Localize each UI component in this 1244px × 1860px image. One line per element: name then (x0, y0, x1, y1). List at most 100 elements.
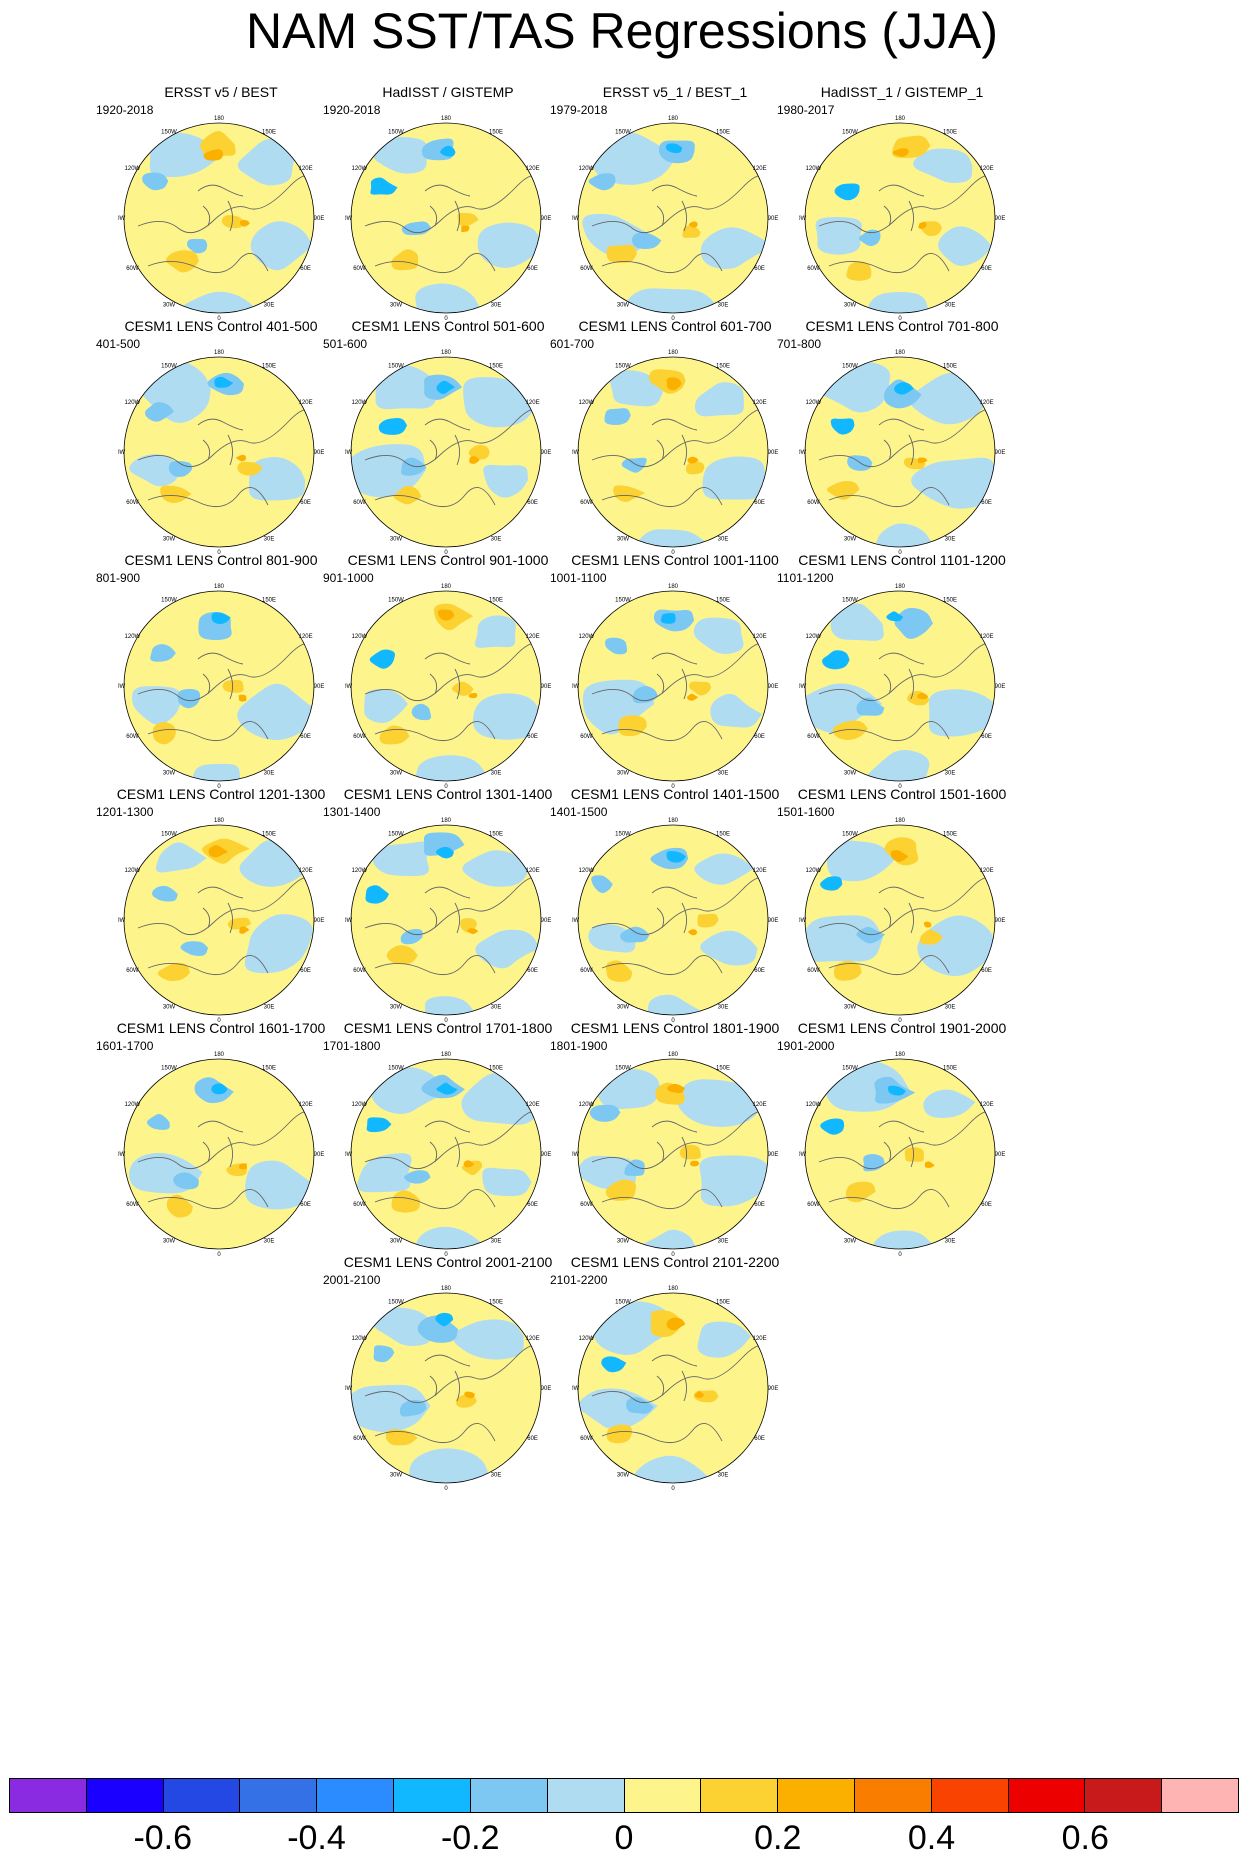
longitude-label: 90W (572, 918, 580, 924)
map-border (123, 122, 315, 314)
anomaly-contour (237, 683, 314, 740)
longitude-label: 180 (214, 818, 225, 824)
longitude-label: 90W (345, 1386, 353, 1392)
longitude-label: 30E (491, 303, 502, 309)
longitude-label: 60E (527, 500, 538, 506)
longitude-label: 180 (214, 116, 225, 122)
longitude-label: 60E (754, 266, 765, 272)
longitude-label: 180 (214, 1052, 225, 1058)
map-panel: CESM1 LENS Control 1601-1700 1601-1700 180… (86, 1020, 356, 1298)
longitude-label: 150E (943, 363, 957, 369)
anomaly-contour (845, 1181, 876, 1203)
longitude-label: 150E (716, 1065, 730, 1071)
panel-period: 1501-1600 (777, 805, 835, 819)
longitude-label: 60W (353, 266, 366, 272)
panel-period: 1980-2017 (777, 103, 835, 117)
anomaly-contour (357, 1153, 412, 1193)
anomaly-contour (244, 914, 313, 974)
longitude-label: 120E (526, 166, 540, 172)
anomaly-contour (606, 1424, 632, 1444)
longitude-label: 0 (898, 1018, 902, 1024)
colorbar-box (10, 1779, 87, 1812)
anomaly-contour (886, 611, 904, 622)
anomaly-contour (666, 377, 682, 391)
longitude-label: 30W (163, 303, 176, 309)
longitude-label: 30E (491, 1005, 502, 1011)
polar-map: 180 150E 120E 90E 60E 30E 0 30W 60W 90W 120W 150W (572, 584, 779, 790)
longitude-label: 90W (118, 1152, 126, 1158)
longitude-label: 150E (716, 363, 730, 369)
longitude-label: 90E (541, 1152, 552, 1158)
anomaly-contour (150, 644, 176, 662)
anomaly-contour (700, 930, 758, 966)
longitude-label: 30E (491, 1239, 502, 1245)
longitude-label: 30W (844, 771, 857, 777)
longitude-label: 30W (390, 303, 403, 309)
longitude-label: 90E (768, 684, 779, 690)
longitude-label: 180 (441, 1286, 452, 1292)
longitude-label: 150W (161, 129, 177, 135)
longitude-label: 0 (444, 550, 448, 556)
longitude-label: 150W (615, 1065, 631, 1071)
longitude-label: 150E (489, 129, 503, 135)
colorbar-box (317, 1779, 395, 1812)
panel-period: 801-900 (96, 571, 141, 585)
anomaly-contour (917, 692, 929, 700)
longitude-label: 0 (444, 784, 448, 790)
map-panel: CESM1 LENS Control 501-600 501-600 180 150E… (313, 318, 583, 596)
anomaly-contour (866, 750, 930, 781)
longitude-label: 0 (444, 1486, 448, 1492)
anomaly-contour (688, 221, 698, 228)
longitude-label: 0 (671, 1486, 675, 1492)
longitude-label: 60E (981, 734, 992, 740)
anomaly-contour (457, 212, 479, 227)
longitude-label: 90W (118, 216, 126, 222)
longitude-label: 30W (844, 537, 857, 543)
anomaly-contour (679, 1144, 701, 1160)
colorbar (9, 1778, 1239, 1813)
longitude-label: 0 (217, 1252, 221, 1258)
panel-title: CESM1 LENS Control 1001-1100 (571, 552, 779, 568)
colorbar-tick-label: -0.4 (287, 1819, 346, 1857)
polar-map: 180 150E 120E 90E 60E 30E 0 30W 60W 90W 120W 150W (799, 1052, 1005, 1258)
anomaly-contour (923, 921, 932, 928)
longitude-label: 180 (895, 584, 906, 590)
longitude-label: 150E (262, 831, 276, 837)
longitude-label: 90E (314, 450, 325, 456)
anomaly-contour (631, 232, 662, 249)
colorbar-box (624, 1779, 702, 1812)
longitude-label: 120E (526, 1102, 540, 1108)
anomaly-contour (238, 1163, 247, 1170)
longitude-label: 150W (388, 129, 404, 135)
anomaly-contour (160, 485, 192, 503)
longitude-label: 60W (126, 968, 139, 974)
anomaly-contour (435, 1312, 454, 1327)
longitude-label: 150W (161, 831, 177, 837)
map-panel: CESM1 LENS Control 1901-2000 1901-2000 180… (767, 1020, 1037, 1298)
anomaly-contour (924, 1161, 935, 1168)
longitude-label: 60W (353, 500, 366, 506)
longitude-label: 150W (615, 1299, 631, 1305)
anomaly-contour (830, 418, 855, 435)
longitude-label: 60E (527, 734, 538, 740)
longitude-label: 180 (668, 350, 679, 356)
longitude-label: 90W (345, 1152, 353, 1158)
anomaly-contour (437, 609, 455, 621)
anomaly-contour (393, 485, 422, 505)
longitude-label: 60W (580, 734, 593, 740)
longitude-label: 90E (314, 1152, 325, 1158)
longitude-label: 0 (898, 550, 902, 556)
polar-map: 180 150E 120E 90E 60E 30E 0 30W 60W 90W 120W 150W (118, 584, 324, 790)
longitude-label: 90W (572, 450, 580, 456)
anomaly-contour (710, 693, 762, 728)
longitude-label: 120W (579, 634, 595, 640)
panel-title: CESM1 LENS Control 801-900 (124, 552, 318, 568)
longitude-label: 150W (842, 363, 858, 369)
longitude-label: 30E (945, 1239, 956, 1245)
longitude-label: 120W (352, 166, 368, 172)
longitude-label: 150E (489, 363, 503, 369)
anomaly-contour (468, 444, 490, 460)
anomaly-contour (660, 612, 676, 624)
anomaly-contour (408, 1448, 491, 1483)
anomaly-contour (874, 523, 934, 547)
